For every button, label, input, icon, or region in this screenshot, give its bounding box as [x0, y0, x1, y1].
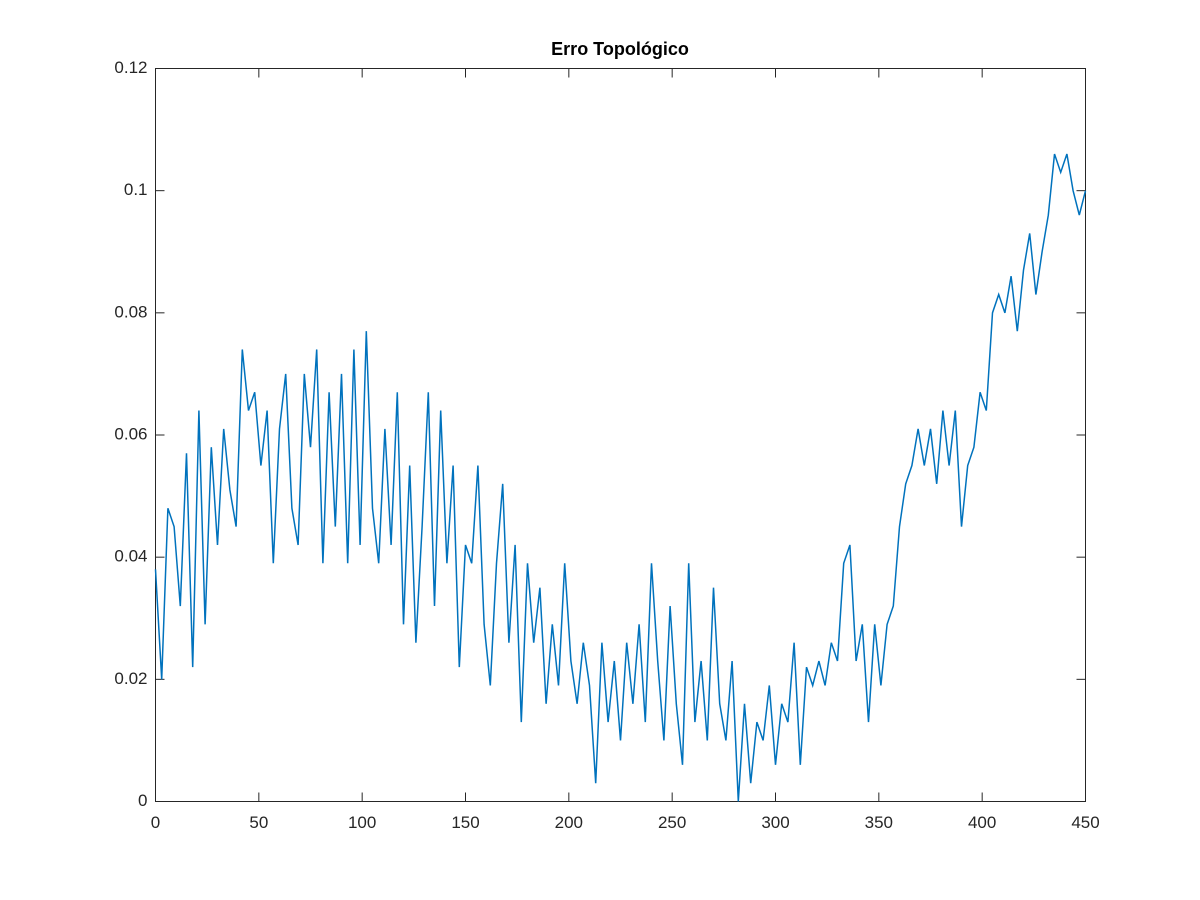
y-tick-label: 0: [138, 791, 147, 810]
chart-title: Erro Topológico: [551, 39, 689, 59]
x-tick-label: 100: [348, 813, 376, 832]
x-tick-label: 150: [451, 813, 479, 832]
x-tick-label: 400: [968, 813, 996, 832]
y-tick-label: 0.1: [124, 180, 148, 199]
y-tick-label: 0.08: [114, 302, 147, 321]
x-tick-label: 50: [249, 813, 268, 832]
x-tick-label: 200: [555, 813, 583, 832]
y-tick-label: 0.12: [114, 58, 147, 77]
x-tick-label: 0: [151, 813, 160, 832]
x-tick-label: 300: [761, 813, 789, 832]
data-line: [154, 153, 1087, 802]
x-tick-label: 350: [865, 813, 893, 832]
x-tick-label: 450: [1071, 813, 1099, 832]
y-tick-label: 0.04: [114, 547, 147, 566]
x-tick-label: 250: [658, 813, 686, 832]
y-tick-label: 0.02: [114, 669, 147, 688]
y-tick-label: 0.06: [114, 424, 147, 443]
